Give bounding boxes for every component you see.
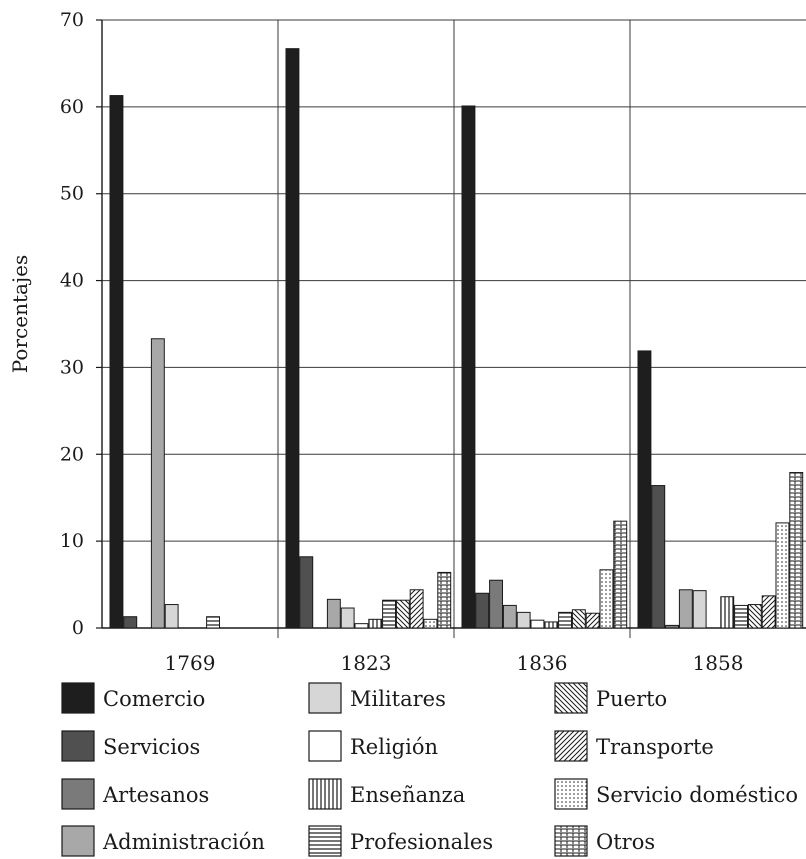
bar-comercio-1823 (285, 48, 300, 629)
bar-otros-1836 (613, 520, 628, 629)
bar-militares-1823 (340, 607, 355, 629)
bar-servicio-domestico-1858 (775, 522, 790, 629)
bar-ensenanza-1836 (544, 621, 559, 629)
bar-profesionales-1823 (382, 599, 397, 629)
bar-ensenanza-1858 (720, 596, 735, 629)
bar-servicios-1858 (651, 485, 666, 629)
bar-comercio-1769 (109, 95, 124, 629)
legend-label-artesanos: Artesanos (102, 783, 209, 807)
y-tick-label-0: 0 (72, 617, 84, 639)
legend-item-religion: Religión (308, 730, 438, 762)
x-tick-label-1858: 1858 (693, 651, 744, 675)
y-tick-label-50: 50 (60, 183, 84, 205)
legend-label-ensenanza: Enseñanza (350, 783, 465, 807)
bar-profesionales-1769 (206, 616, 221, 629)
y-tick-labels: 0 10 20 30 40 50 60 70 (60, 9, 84, 639)
legend-label-otros: Otros (596, 830, 655, 854)
legend-item-transporte: Transporte (554, 730, 714, 762)
axes (96, 19, 806, 629)
legend-swatch-servicios (61, 730, 95, 762)
legend-item-servicio-domestico: Servicio doméstico (554, 778, 798, 810)
bar-militares-1858 (692, 590, 707, 629)
legend-swatch-profesionales (308, 825, 342, 857)
legend-swatch-religion (308, 730, 342, 762)
bars (109, 48, 804, 629)
legend-swatch-puerto (554, 682, 588, 714)
bar-otros-1823 (437, 571, 452, 629)
y-tick-label-30: 30 (60, 356, 84, 378)
legend-item-servicios: Servicios (61, 730, 200, 762)
legend: Comercio Servicios Artesanos Administración… (61, 682, 798, 857)
y-axis-label: Porcentajes (8, 255, 32, 373)
bar-administracion-1858 (678, 589, 693, 629)
bar-militares-1769 (164, 604, 179, 629)
legend-label-administracion: Administración (102, 830, 265, 854)
x-tick-label-1769: 1769 (165, 651, 216, 675)
x-tick-label-1823: 1823 (341, 651, 392, 675)
legend-label-religion: Religión (350, 735, 438, 759)
legend-swatch-transporte (554, 730, 588, 762)
bar-profesionales-1836 (558, 611, 572, 629)
legend-item-artesanos: Artesanos (61, 778, 209, 810)
bar-comercio-1858 (637, 350, 652, 629)
bar-servicios-1823 (299, 556, 314, 629)
legend-swatch-servicio-domestico (554, 778, 588, 810)
bar-religion-1836 (530, 619, 545, 629)
legend-swatch-otros (554, 825, 588, 857)
bar-artesanos-1858 (665, 624, 679, 629)
y-tick-label-10: 10 (60, 530, 84, 552)
bar-puerto-1836 (571, 609, 586, 629)
legend-label-militares: Militares (350, 687, 446, 711)
legend-item-profesionales: Profesionales (308, 825, 493, 857)
legend-label-puerto: Puerto (596, 687, 667, 711)
bar-puerto-1858 (747, 604, 762, 629)
legend-swatch-ensenanza (308, 778, 342, 810)
bar-transporte-1823 (409, 589, 424, 629)
legend-swatch-artesanos (61, 778, 95, 810)
bar-servicios-1769 (123, 616, 138, 629)
legend-item-comercio: Comercio (61, 682, 205, 714)
y-tick-label-60: 60 (60, 96, 84, 118)
bar-ensenanza-1823 (368, 618, 383, 629)
legend-label-comercio: Comercio (103, 687, 205, 711)
x-tick-labels: 1769 1823 1836 1858 (165, 651, 744, 675)
legend-label-servicio-domestico: Servicio doméstico (596, 783, 798, 807)
legend-label-profesionales: Profesionales (350, 830, 493, 854)
bar-comercio-1836 (461, 105, 476, 629)
legend-swatch-administracion (61, 825, 95, 857)
bar-transporte-1836 (585, 612, 600, 629)
bar-administracion-1769 (150, 338, 165, 629)
legend-swatch-comercio (61, 682, 95, 714)
bar-religion-1823 (354, 623, 369, 629)
legend-swatch-militares (308, 682, 342, 714)
legend-item-puerto: Puerto (554, 682, 667, 714)
gridlines (102, 19, 806, 638)
y-tick-label-70: 70 (60, 9, 84, 31)
bar-administracion-1836 (502, 604, 517, 629)
legend-label-servicios: Servicios (103, 735, 200, 759)
bar-servicios-1836 (475, 592, 490, 629)
bar-artesanos-1836 (489, 579, 504, 629)
legend-label-transporte: Transporte (596, 735, 714, 759)
y-tick-label-40: 40 (60, 270, 84, 292)
legend-item-administracion: Administración (61, 825, 265, 857)
x-tick-label-1836: 1836 (517, 651, 568, 675)
bar-servicio-domestico-1823 (423, 618, 438, 629)
bar-servicio-domestico-1836 (599, 569, 614, 629)
bar-administracion-1823 (326, 598, 341, 629)
bar-profesionales-1858 (734, 604, 748, 629)
legend-item-militares: Militares (308, 682, 446, 714)
bar-puerto-1823 (395, 599, 410, 629)
y-tick-label-20: 20 (60, 443, 84, 465)
bar-transporte-1858 (761, 595, 776, 629)
bar-otros-1858 (789, 472, 804, 629)
bar-militares-1836 (516, 611, 531, 629)
legend-item-otros: Otros (554, 825, 655, 857)
legend-item-ensenanza: Enseñanza (308, 778, 465, 810)
